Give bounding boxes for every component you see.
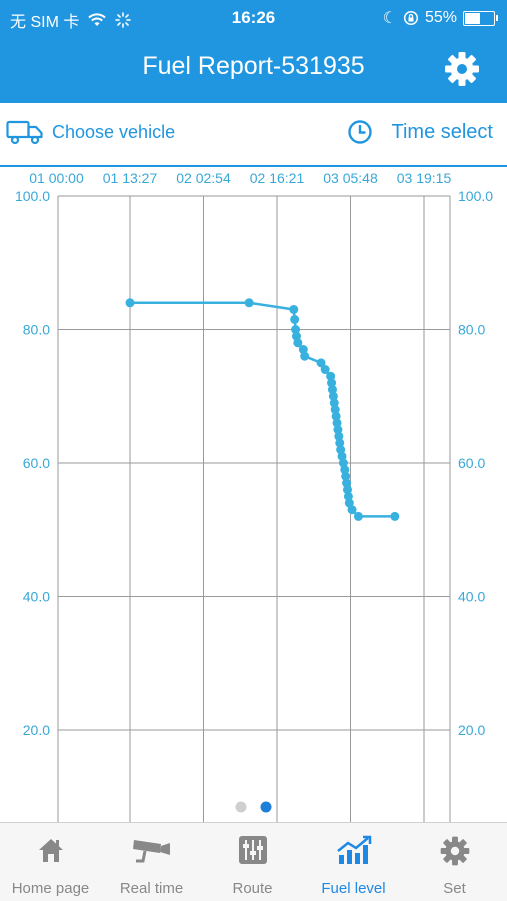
y-tick-label-left: 100.0 [15, 188, 50, 204]
y-tick-label-left: 40.0 [23, 589, 50, 605]
tab-bar: Home page Real time Route [0, 822, 507, 901]
data-point [327, 378, 337, 388]
data-point [331, 411, 341, 421]
tab-home[interactable]: Home page [0, 823, 101, 901]
y-tick-label-left: 80.0 [23, 322, 50, 338]
camera-icon [132, 840, 170, 863]
status-bar: 无 SIM 卡 16:26 ☾ 55% [0, 0, 507, 36]
page-title: Fuel Report-531935 [142, 52, 365, 80]
x-tick-label: 02 02:54 [176, 170, 231, 186]
route-icon [238, 836, 267, 864]
data-point [125, 298, 135, 308]
battery-percent: 55% [424, 9, 457, 26]
y-tick-label-right: 60.0 [458, 455, 485, 471]
data-point [298, 345, 308, 355]
data-point [342, 485, 352, 495]
y-tick-label-right: 80.0 [458, 322, 485, 338]
tab-route[interactable]: Route [202, 823, 303, 901]
data-point [353, 511, 363, 521]
y-tick-label-right: 100.0 [458, 188, 493, 204]
page-indicator [235, 801, 272, 813]
data-point [293, 338, 303, 348]
status-time: 16:26 [231, 8, 276, 27]
fuel-data-points [125, 298, 400, 521]
data-point [291, 331, 301, 341]
x-axis-ticks: 01 00:00 01 13:27 02 02:54 02 16:21 03 05:48… [29, 170, 451, 186]
choose-vehicle-button[interactable]: Choose vehicle [6, 119, 175, 145]
data-point [329, 398, 339, 408]
data-point [327, 385, 337, 395]
tab-real-time-label: Real time [119, 880, 184, 897]
wifi-icon [88, 13, 107, 26]
data-point [320, 365, 330, 375]
data-point [342, 478, 352, 488]
time-select-label: Time select [391, 120, 493, 143]
tab-set-label: Set [443, 880, 466, 897]
x-tick-label: 03 19:15 [397, 170, 452, 186]
data-point [335, 438, 345, 448]
data-point [333, 425, 343, 435]
settings-button[interactable] [443, 50, 481, 88]
y-tick-label-right: 20.0 [458, 722, 485, 738]
data-point [338, 458, 348, 468]
pager-dot-active [260, 801, 272, 813]
data-point [340, 465, 350, 475]
orientation-lock-icon [403, 10, 419, 26]
tab-home-label: Home page [11, 880, 90, 897]
data-point [289, 304, 299, 314]
status-right: ☾ 55% [382, 8, 498, 28]
tab-fuel-level[interactable]: Fuel level [303, 823, 404, 901]
tab-fuel-level-label: Fuel level [321, 880, 386, 897]
carrier-label: 无 SIM 卡 [10, 14, 80, 31]
y-tick-label-right: 40.0 [458, 589, 485, 605]
battery-icon [463, 10, 498, 26]
data-point [343, 491, 353, 501]
pager-dot [235, 801, 247, 813]
x-tick-label: 03 05:48 [323, 170, 378, 186]
data-point [341, 471, 351, 481]
gear-icon [445, 52, 479, 86]
x-tick-label: 01 13:27 [103, 170, 158, 186]
data-point [328, 391, 338, 401]
y-tick-label-left: 20.0 [23, 722, 50, 738]
chart-icon [336, 835, 371, 864]
battery-fill [465, 12, 480, 24]
tab-route-label: Route [232, 880, 273, 897]
title-bar: Fuel Report-531935 [0, 36, 507, 103]
moon-icon: ☾ [382, 10, 397, 27]
clock-icon [348, 120, 373, 144]
x-tick-label: 02 16:21 [250, 170, 305, 186]
choose-vehicle-label: Choose vehicle [52, 121, 176, 142]
loading-icon [115, 12, 132, 28]
y-tick-label-left: 60.0 [23, 455, 50, 471]
data-point [347, 505, 357, 515]
data-point [300, 351, 310, 361]
data-point [316, 358, 326, 368]
toolbar: Choose vehicle Time select [0, 103, 507, 167]
tab-set[interactable]: Set [404, 823, 505, 901]
data-point [326, 371, 336, 381]
data-point [332, 418, 342, 428]
truck-icon [6, 120, 43, 145]
y-axis-ticks: 100.0 100.0 80.0 80.0 60.0 60.0 40.0 40.0 20.0 20… [15, 188, 493, 738]
status-left: 无 SIM 卡 [10, 8, 132, 32]
gear-icon [440, 836, 469, 866]
data-point [334, 431, 344, 441]
data-point [337, 451, 347, 461]
chart-grid [57, 195, 451, 822]
fuel-level-chart[interactable]: 01 00:00 01 13:27 02 02:54 02 16:21 03 05:48… [0, 166, 507, 822]
data-point [330, 405, 340, 415]
home-icon [38, 839, 63, 862]
data-point [390, 511, 400, 521]
data-point [336, 445, 346, 455]
time-select-button[interactable]: Time select [347, 119, 493, 145]
fuel-line-series [130, 301, 395, 518]
x-tick-label: 01 00:00 [29, 170, 84, 186]
data-point [290, 314, 300, 324]
data-point [291, 325, 301, 334]
tab-real-time[interactable]: Real time [101, 823, 202, 901]
data-point [244, 298, 254, 308]
